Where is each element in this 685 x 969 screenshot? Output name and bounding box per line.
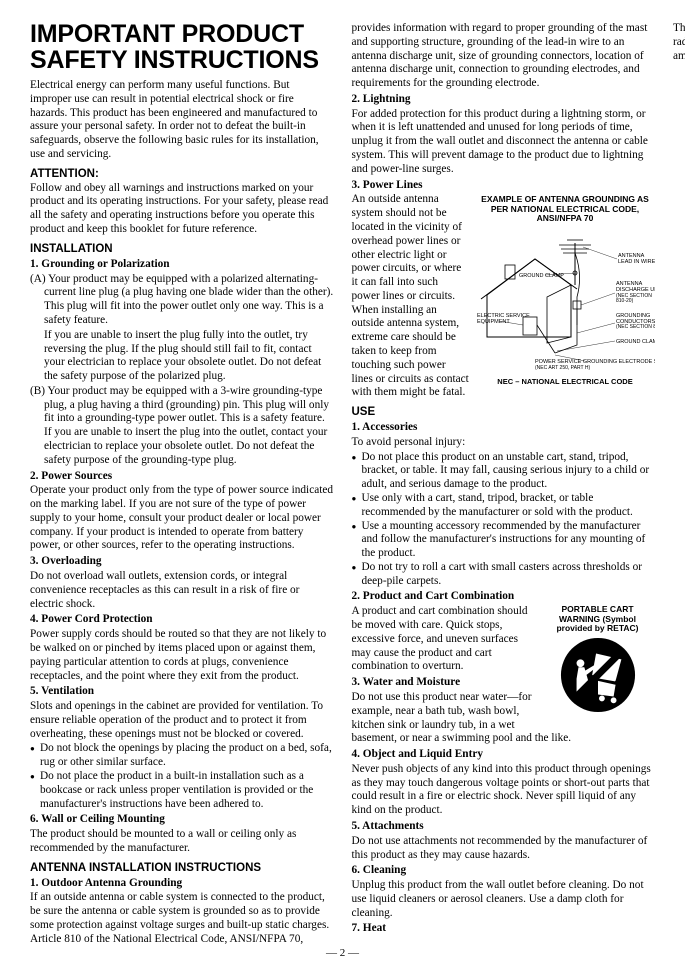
use-1-bullet-4: Do not try to roll a cart with small cas… xyxy=(352,561,656,589)
use-5-heading: 5. Attachments xyxy=(352,820,656,834)
section-4-body: Power supply cords should be routed so t… xyxy=(30,628,334,683)
section-6-body: The product should be mounted to a wall … xyxy=(30,828,334,856)
use-4-heading: 4. Object and Liquid Entry xyxy=(352,748,656,762)
diagram-nec-note: NEC – NATIONAL ELECTRICAL CODE xyxy=(475,377,655,386)
section-5-bullet-2: Do not place the product in a built-in i… xyxy=(30,770,334,811)
antenna-diagram-svg: ANTENNA LEAD IN WIRE GROUND CLAMP ANTENN… xyxy=(475,225,655,370)
section-1-heading: 1. Grounding or Polarization xyxy=(30,258,334,272)
section-2-heading: 2. Power Sources xyxy=(30,470,334,484)
section-3-heading: 3. Overloading xyxy=(30,555,334,569)
intro-paragraph: Electrical energy can perform many usefu… xyxy=(30,79,334,162)
installation-heading: INSTALLATION xyxy=(30,242,334,256)
attention-heading: ATTENTION: xyxy=(30,167,334,181)
use-2-heading: 2. Product and Cart Combination xyxy=(352,590,656,604)
use-6-heading: 6. Cleaning xyxy=(352,864,656,878)
cart-warning-icon xyxy=(559,636,637,714)
use-1-bullet-1: Do not place this product on an unstable… xyxy=(352,451,656,492)
svg-text:LEAD IN WIRE: LEAD IN WIRE xyxy=(618,259,655,265)
antenna-2-heading: 2. Lightning xyxy=(352,93,656,107)
label-ground-clamp: GROUND CLAMP xyxy=(519,273,564,279)
section-2-body: Operate your product only from the type … xyxy=(30,484,334,553)
page-number: — 2 — xyxy=(0,947,685,959)
antenna-3-heading: 3. Power Lines xyxy=(352,179,656,193)
use-7-heading: 7. Heat xyxy=(352,922,656,936)
svg-text:EQUIPMENT: EQUIPMENT xyxy=(477,319,510,325)
svg-text:(NEC ART 250, PART H): (NEC ART 250, PART H) xyxy=(535,365,590,370)
page: IMPORTANT PRODUCT SAFETY INSTRUCTIONS El… xyxy=(0,0,685,969)
attention-body: Follow and obey all warnings and instruc… xyxy=(30,182,334,237)
use-1-bullets: Do not place this product on an unstable… xyxy=(352,451,656,589)
use-5-body: Do not use attachments not recommended b… xyxy=(352,835,656,863)
use-1-lead: To avoid personal injury: xyxy=(352,436,656,450)
diagram-caption: EXAMPLE OF ANTENNA GROUNDING AS PER NATI… xyxy=(475,195,655,223)
section-6-heading: 6. Wall or Ceiling Mounting xyxy=(30,813,334,827)
use-7-body: The product should be situated away from… xyxy=(673,22,685,63)
cart-caption: PORTABLE CART WARNING (Symbol provided b… xyxy=(540,605,655,633)
antenna-grounding-diagram: EXAMPLE OF ANTENNA GROUNDING AS PER NATI… xyxy=(475,195,655,386)
antenna-1-heading: 1. Outdoor Antenna Grounding xyxy=(30,877,334,891)
use-1-bullet-2: Use only with a cart, stand, tripod, bra… xyxy=(352,492,656,520)
section-3-body: Do not overload wall outlets, extension … xyxy=(30,570,334,611)
use-heading: USE xyxy=(352,405,656,419)
use-1-heading: 1. Accessories xyxy=(352,421,656,435)
antenna-2-body: For added protection for this product du… xyxy=(352,108,656,177)
section-5-bullets: Do not block the openings by placing the… xyxy=(30,742,334,811)
cart-warning-figure: PORTABLE CART WARNING (Symbol provided b… xyxy=(540,605,655,719)
label-clamps: GROUND CLAMPS xyxy=(616,339,655,345)
use-6-body: Unplug this product from the wall outlet… xyxy=(352,879,656,920)
section-1-a: (A) Your product may be equipped with a … xyxy=(30,273,334,328)
svg-text:810-20): 810-20) xyxy=(616,298,634,304)
main-title: IMPORTANT PRODUCT SAFETY INSTRUCTIONS xyxy=(30,22,334,73)
svg-text:(NEC SECTION 810-21): (NEC SECTION 810-21) xyxy=(616,324,655,330)
use-4-body: Never push objects of any kind into this… xyxy=(352,763,656,818)
section-5-bullet-1: Do not block the openings by placing the… xyxy=(30,742,334,770)
section-1-b: (B) Your product may be equipped with a … xyxy=(30,385,334,468)
section-5-heading: 5. Ventilation xyxy=(30,685,334,699)
antenna-heading: ANTENNA INSTALLATION INSTRUCTIONS xyxy=(30,861,334,875)
section-1-a-cont: If you are unable to insert the plug ful… xyxy=(30,329,334,384)
section-5-body: Slots and openings in the cabinet are pr… xyxy=(30,700,334,741)
section-4-heading: 4. Power Cord Protection xyxy=(30,613,334,627)
use-1-bullet-3: Use a mounting accessory recommended by … xyxy=(352,520,656,561)
